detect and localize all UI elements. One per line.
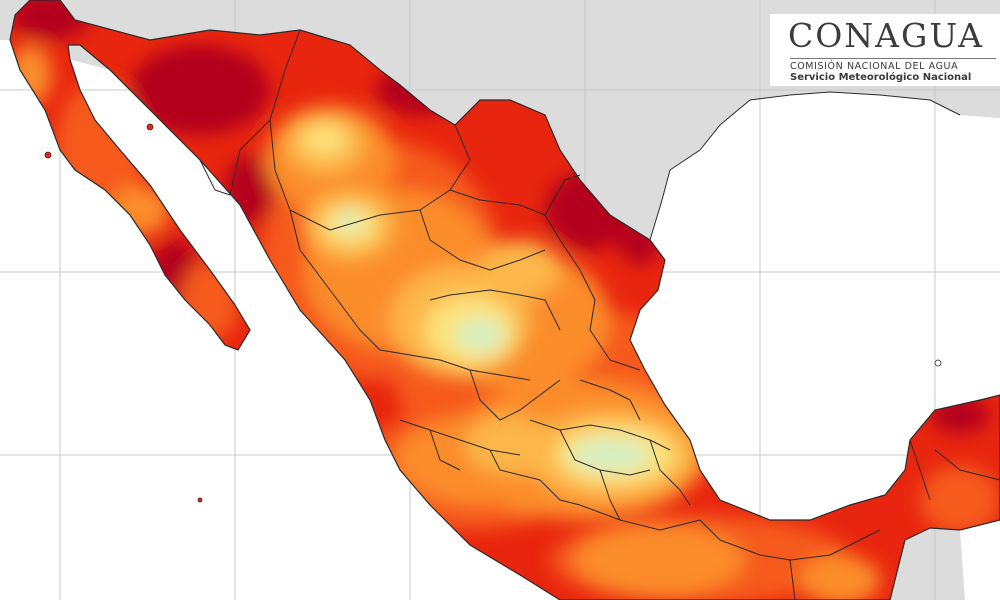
conagua-logo: CONAGUA Comisión Nacional del Agua Servi…: [770, 14, 1000, 86]
logo-service: Servicio Meteorológico Nacional: [790, 72, 972, 83]
gulf-of-mexico: [630, 92, 1000, 520]
logo-subtitle: Comisión Nacional del Agua: [790, 61, 959, 72]
caribbean-sea: [960, 520, 1000, 600]
pacific-ocean: [0, 40, 560, 600]
logo-title: CONAGUA: [788, 16, 984, 55]
islands: [44, 123, 942, 503]
state-borders: [199, 29, 1000, 600]
texas-coastline: [649, 91, 961, 241]
logo-divider: [790, 58, 996, 59]
